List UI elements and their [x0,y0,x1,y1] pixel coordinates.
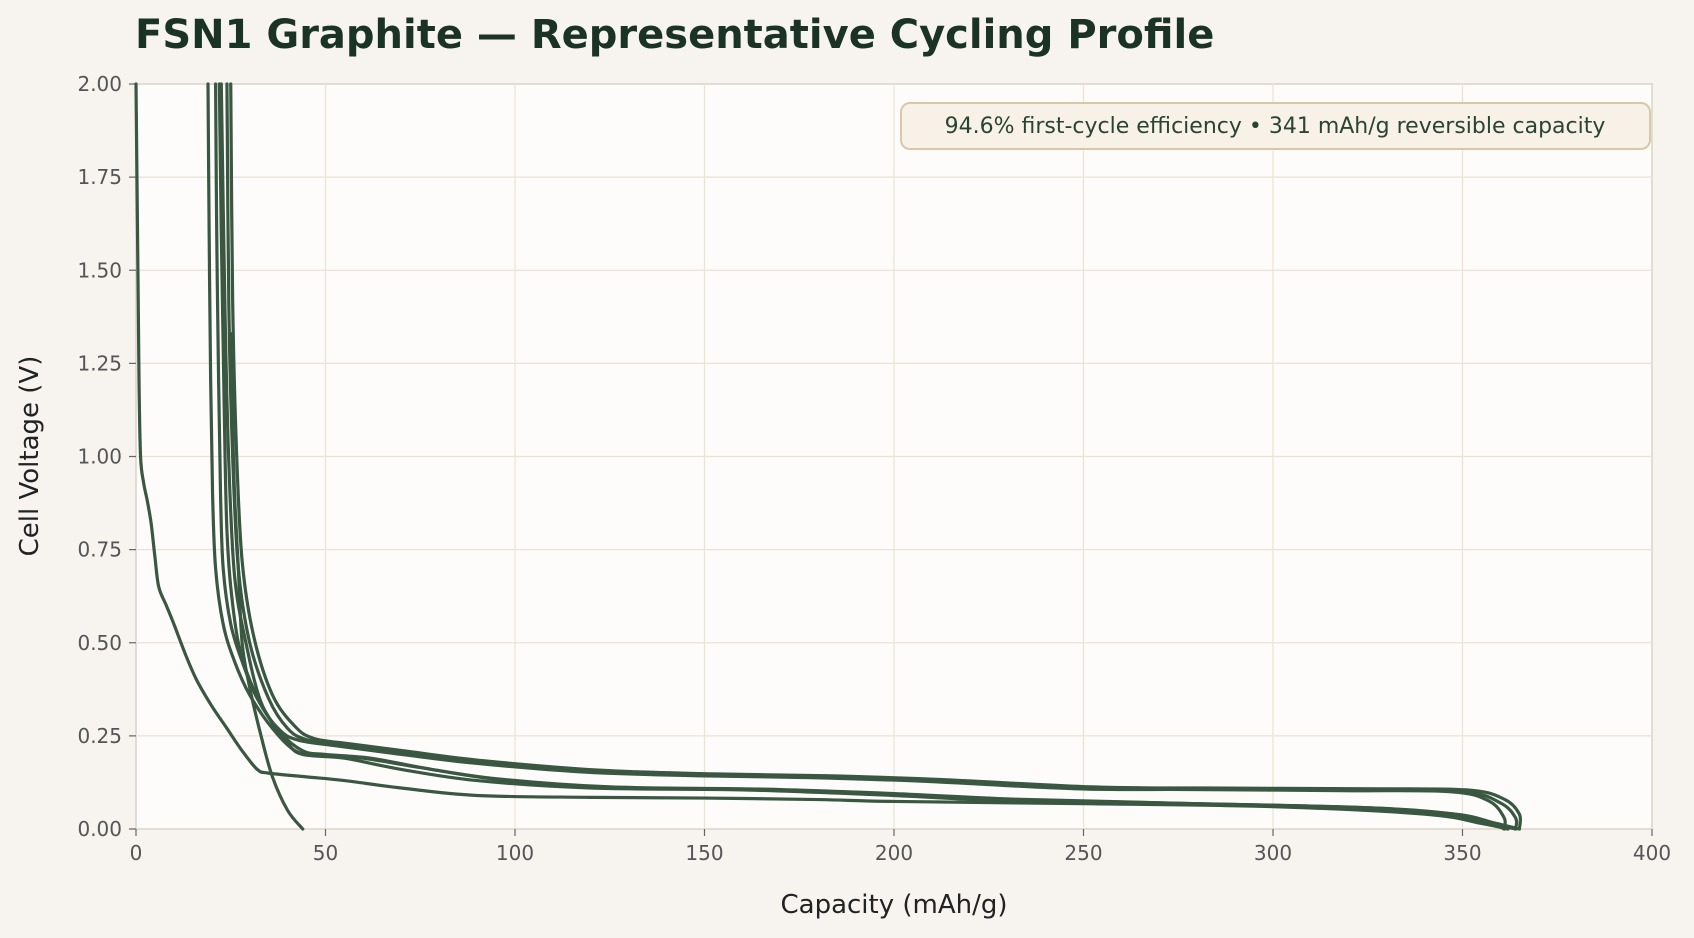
series-line-7 [219,82,1507,831]
y-tick-label: 0.00 [77,817,122,841]
x-tick-label: 250 [1064,841,1102,865]
x-tick-label: 200 [875,841,913,865]
y-tick-label: 0.50 [77,631,122,655]
series-line-5 [229,82,1523,831]
y-axis-label: Cell Voltage (V) [15,356,45,557]
x-tick-label: 150 [685,841,723,865]
x-tick-label: 0 [130,841,143,865]
annotation-box: 94.6% first-cycle efficiency • 341 mAh/g… [900,102,1651,150]
series-line-6 [213,82,1506,831]
x-tick-label: 300 [1254,841,1292,865]
x-axis-label: Capacity (mAh/g) [780,890,1007,920]
x-tick-label: 350 [1443,841,1481,865]
annotation-box-frame [900,102,1651,150]
x-tick-label: 50 [313,841,338,865]
x-tick-label: 100 [496,841,534,865]
y-tick-label: 1.00 [77,445,122,469]
y-tick-label: 1.25 [77,351,122,375]
annotation-text: 94.6% first-cycle efficiency • 341 mAh/g… [945,114,1606,139]
chart-title: FSN1 Graphite — Representative Cycling P… [135,12,1214,58]
y-tick-label: 1.75 [77,165,122,189]
y-tick-label: 1.50 [77,258,122,282]
y-tick-label: 0.25 [77,724,122,748]
y-tick-label: 2.00 [77,72,122,96]
axis-ticks: 0 50 100 150 200 250 300 350 400 0.00 0.25 0.50 0.75… [77,72,1671,865]
curves-group [134,82,1523,831]
x-tick-label: 400 [1633,841,1671,865]
y-tick-label: 0.75 [77,538,122,562]
